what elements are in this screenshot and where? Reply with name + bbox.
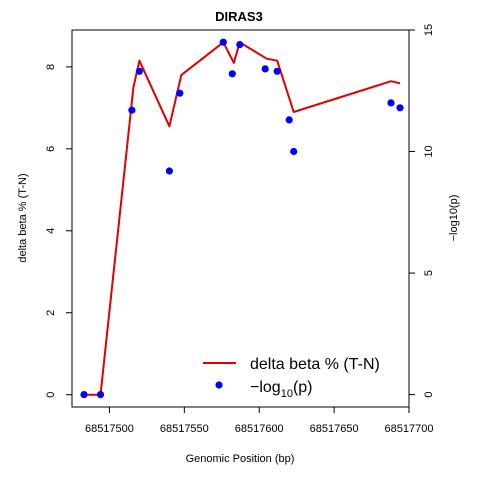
log10p-point <box>261 65 269 73</box>
log10p-point <box>387 99 395 107</box>
y-right-axis-title: −log10(p) <box>448 195 460 242</box>
legend: delta beta % (T-N) −log10(p) <box>203 356 380 400</box>
log10p-point <box>80 391 88 399</box>
log10p-point <box>219 38 227 46</box>
legend-line-label: delta beta % (T-N) <box>250 356 380 373</box>
y-right-tick-label: 15 <box>423 24 435 36</box>
log10p-point <box>96 391 105 399</box>
x-tick-label: 68517600 <box>235 423 284 435</box>
log10p-point <box>396 104 404 112</box>
y-right-axis: 0 5 10 15 <box>408 24 435 398</box>
y-left-tick-label: 6 <box>45 146 57 152</box>
y-left-tick-label: 0 <box>45 392 57 398</box>
legend-point-swatch <box>215 381 223 389</box>
log10p-point <box>176 89 184 97</box>
x-tick-label: 68517700 <box>385 423 434 435</box>
y-left-axis-title: delta beta % (T-N) <box>17 173 29 262</box>
delta-beta-line <box>84 41 401 396</box>
log10p-point <box>135 67 143 75</box>
plot-frame <box>71 29 410 408</box>
y-left-axis: 0 2 4 6 8 <box>45 64 73 398</box>
y-left-tick-label: 2 <box>45 310 57 316</box>
y-right-tick-label: 5 <box>423 270 435 276</box>
y-left-tick-label: 4 <box>45 228 57 234</box>
log10p-point <box>128 106 136 114</box>
log10p-point <box>285 116 293 124</box>
x-axis: 68517500 68517550 68517600 68517650 68517700 <box>85 406 434 435</box>
y-left-tick-label: 8 <box>45 64 57 70</box>
x-axis-title: Genomic Position (bp) <box>186 453 295 465</box>
chart-title: DIRAS3 <box>215 9 263 24</box>
log10p-point <box>290 147 298 156</box>
y-right-tick-label: 10 <box>423 145 435 157</box>
legend-point-label: −log10(p) <box>250 379 313 400</box>
legend-point-label-suffix: (p) <box>293 379 313 396</box>
x-tick-label: 68517550 <box>160 423 209 435</box>
log10p-point <box>236 41 244 49</box>
legend-point-label-prefix: −log <box>250 379 281 396</box>
legend-point-label-sub: 10 <box>281 388 293 400</box>
log10p-point <box>165 167 173 175</box>
log10p-series <box>80 38 404 399</box>
y-right-tick-label: 0 <box>423 392 435 398</box>
x-tick-label: 68517650 <box>310 423 359 435</box>
log10p-point <box>273 67 281 75</box>
delta-beta-series <box>84 41 401 396</box>
x-tick-label: 68517500 <box>85 423 134 435</box>
log10p-point <box>228 70 236 78</box>
